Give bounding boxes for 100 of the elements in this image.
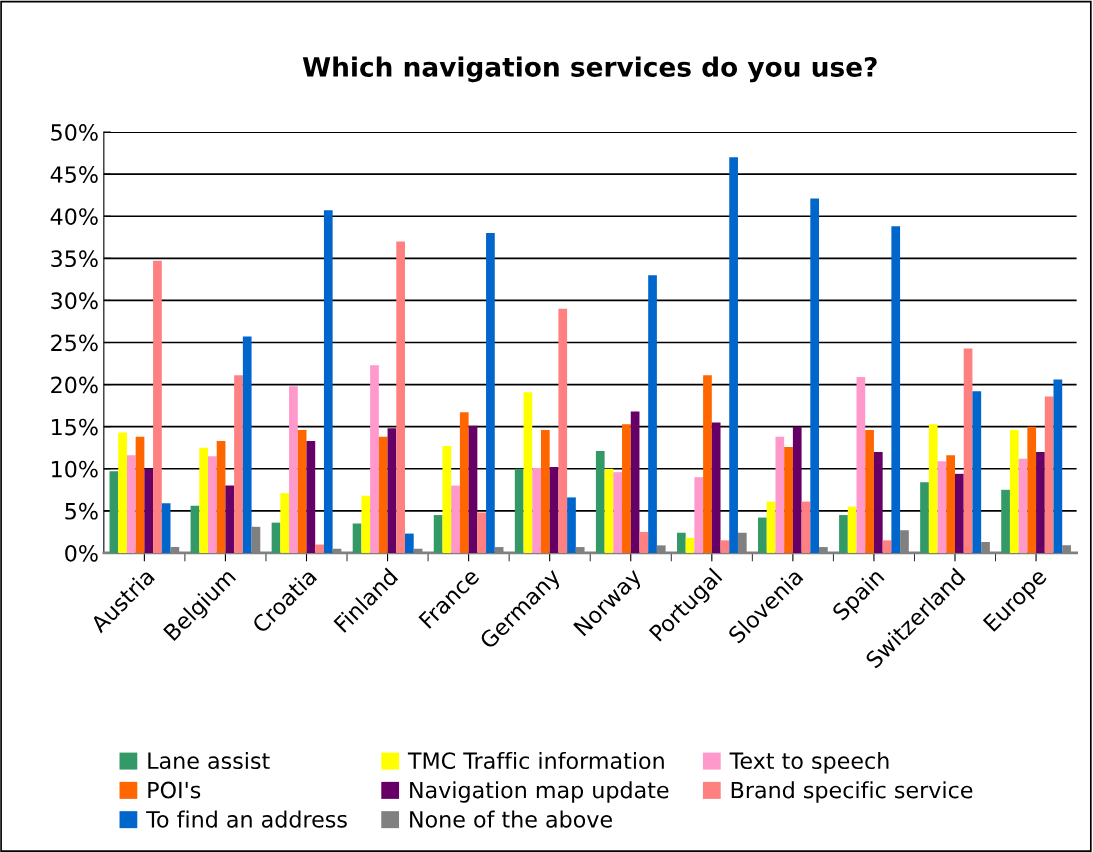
bar <box>459 412 469 553</box>
bar <box>955 473 964 553</box>
bar <box>297 430 307 553</box>
bar <box>1001 489 1010 553</box>
bar <box>963 348 973 553</box>
bar <box>946 455 956 553</box>
bar <box>234 375 243 553</box>
y-tick-label: 20% <box>51 376 98 394</box>
bar <box>676 532 686 553</box>
bar <box>442 446 452 553</box>
bar <box>694 477 704 553</box>
y-tick-label: 25% <box>51 334 98 352</box>
y-tick-label: 50% <box>51 124 98 141</box>
bar <box>477 512 487 553</box>
bar <box>451 485 460 553</box>
bar <box>567 497 576 553</box>
bar <box>323 210 333 553</box>
bar <box>648 275 657 553</box>
bar <box>1053 379 1063 553</box>
bar <box>891 226 901 553</box>
legend-label: Brand specific service <box>731 781 973 803</box>
bar <box>486 233 495 553</box>
bar <box>1044 396 1054 553</box>
bar <box>839 515 848 553</box>
bar <box>153 260 162 553</box>
bar <box>630 411 640 553</box>
bar <box>1027 426 1037 553</box>
bar <box>271 522 281 553</box>
bar <box>972 391 982 553</box>
y-tick-label: 5% <box>65 502 98 520</box>
bar <box>758 517 767 553</box>
y-tick-label: 0% <box>65 544 98 562</box>
bar <box>216 440 226 553</box>
legend-label: None of the above <box>410 810 612 828</box>
bar <box>784 446 793 553</box>
y-tick-label: 35% <box>51 250 98 268</box>
bar <box>144 468 154 553</box>
bar <box>306 440 316 553</box>
bar <box>361 495 371 553</box>
bar <box>514 468 524 553</box>
bar <box>847 506 857 553</box>
y-tick-label: 30% <box>51 292 98 310</box>
bar <box>370 365 379 553</box>
bar <box>801 501 811 553</box>
bar <box>199 447 208 553</box>
y-tick-label: 45% <box>50 166 98 183</box>
bar <box>126 455 136 553</box>
bar <box>161 503 171 553</box>
bar <box>289 386 298 553</box>
bar <box>404 533 414 553</box>
bar <box>720 540 730 553</box>
bar <box>810 198 820 553</box>
bar <box>387 428 397 553</box>
y-tick-label: 15% <box>52 418 98 436</box>
bar <box>190 505 200 553</box>
bar <box>532 467 541 553</box>
bar <box>118 432 127 553</box>
bar <box>613 472 623 553</box>
bar <box>865 430 874 553</box>
legend-label: Lane assist <box>148 751 270 770</box>
bar <box>920 482 929 553</box>
bar <box>928 424 938 553</box>
bar <box>549 467 559 553</box>
bar <box>622 424 631 553</box>
bar <box>882 540 892 553</box>
bar <box>558 308 568 553</box>
bar <box>856 377 866 553</box>
y-tick-label: 40% <box>50 208 98 225</box>
bar <box>937 461 947 553</box>
bar <box>135 436 145 553</box>
bar <box>711 422 721 553</box>
bar <box>1018 458 1028 553</box>
bar <box>378 436 388 553</box>
legend-label: Navigation map update <box>410 781 669 803</box>
bar <box>792 426 802 553</box>
bar <box>280 493 290 553</box>
legend-label: POI's <box>148 781 201 799</box>
chart-title: Which navigation services do you use? <box>302 56 877 83</box>
bar <box>703 375 712 553</box>
bar <box>540 430 550 553</box>
bar <box>595 451 605 553</box>
bar <box>396 241 405 553</box>
bar <box>685 537 695 553</box>
bar <box>604 468 614 553</box>
legend-label: To find an address <box>146 810 347 828</box>
bar <box>208 456 217 553</box>
bar <box>775 436 785 553</box>
legend-label: TMC Traffic information <box>407 751 664 770</box>
legend-label: Text to speech <box>729 751 889 774</box>
bar <box>873 451 883 553</box>
bar <box>523 392 533 553</box>
y-tick-label: 10% <box>52 460 98 478</box>
bar <box>468 425 478 553</box>
bar <box>315 544 324 553</box>
bar <box>766 501 776 553</box>
bar <box>1036 451 1045 553</box>
bar <box>1009 430 1019 553</box>
bar <box>109 471 119 553</box>
bar <box>242 336 252 553</box>
bar <box>729 157 738 553</box>
